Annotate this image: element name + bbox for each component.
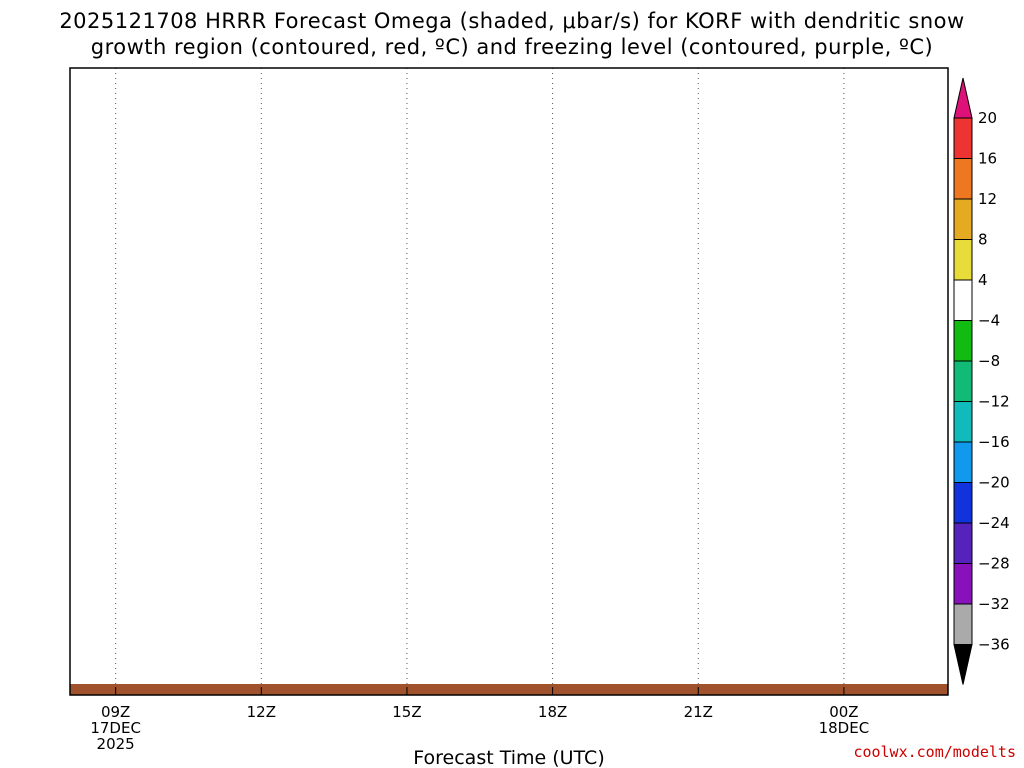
x-tick-label-24-1: 18DEC [819,719,870,737]
credit-text: coolwx.com/modelts [853,743,1016,761]
colorbar-box-7 [953,360,973,402]
colorbar-box-9 [953,441,973,483]
colorbar-box-10 [953,482,973,524]
colorbar-box-11 [953,522,973,564]
colorbar-label-1: 16 [978,150,997,168]
colorbar-label-3: 8 [978,231,988,249]
chart-title-line1: 2025121708 HRRR Forecast Omega (shaded, … [59,9,964,33]
colorbar-box-8 [953,401,973,443]
colorbar-box-13 [953,603,973,645]
colorbar-label-0: 20 [978,109,997,127]
colorbar-label-8: −16 [978,433,1010,451]
x-tick-label-9-1: 17DEC [90,719,141,737]
colorbar-box-5 [953,279,973,321]
x-tick-label-15-0: 15Z [392,703,421,721]
colorbar-label-6: −8 [978,352,1000,370]
chart-title-line2: growth region (contoured, red, ºC) and f… [91,35,934,59]
colorbar-box-3 [953,198,973,240]
colorbar-label-9: −20 [978,474,1010,492]
x-axis-label: Forecast Time (UTC) [413,747,604,768]
colorbar-bottom-arrow [953,644,973,685]
colorbar-label-2: 12 [978,190,997,208]
grid-lines [115,68,845,695]
colorbar-label-4: 4 [978,271,988,289]
plot-frame [69,67,949,696]
colorbar-box-12 [953,563,973,605]
colorbar: 20 16 12 8 4 −4 −8 −12 −16 −20 −24 −28 −32 −36 [953,77,1010,685]
x-tick-label-21-0: 21Z [684,703,713,721]
colorbar-top-arrow [953,77,973,119]
colorbar-label-7: −12 [978,393,1010,411]
colorbar-label-13: −36 [978,636,1010,654]
colorbar-box-1 [953,117,973,159]
colorbar-box-6 [953,320,973,362]
x-tick-label-12-0: 12Z [247,703,276,721]
x-tick-label-24-0: 00Z [829,703,858,721]
colorbar-box-2 [953,158,973,200]
colorbar-label-5: −4 [978,312,1000,330]
colorbar-box-4 [953,239,973,281]
colorbar-label-11: −28 [978,555,1010,573]
ground-bar [70,684,948,695]
x-tick-label-9-2: 2025 [97,735,135,753]
colorbar-label-10: −24 [978,514,1010,532]
x-tick-label-9-0: 09Z [101,703,130,721]
x-tick-label-18-0: 18Z [538,703,567,721]
colorbar-label-12: −32 [978,595,1010,613]
